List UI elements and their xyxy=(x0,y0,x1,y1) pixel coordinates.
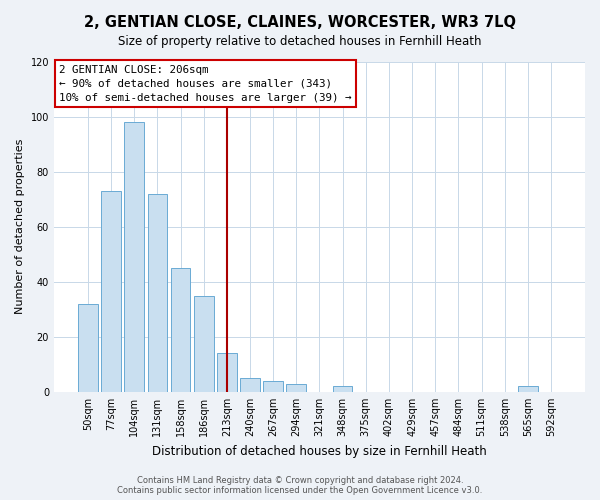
Bar xyxy=(170,268,190,392)
Bar xyxy=(217,354,236,392)
Bar xyxy=(518,386,538,392)
Bar xyxy=(240,378,260,392)
Bar xyxy=(101,191,121,392)
Bar xyxy=(263,381,283,392)
Text: Size of property relative to detached houses in Fernhill Heath: Size of property relative to detached ho… xyxy=(118,35,482,48)
X-axis label: Distribution of detached houses by size in Fernhill Heath: Distribution of detached houses by size … xyxy=(152,444,487,458)
Bar xyxy=(333,386,352,392)
Bar xyxy=(286,384,306,392)
Text: Contains HM Land Registry data © Crown copyright and database right 2024.
Contai: Contains HM Land Registry data © Crown c… xyxy=(118,476,482,495)
Y-axis label: Number of detached properties: Number of detached properties xyxy=(15,139,25,314)
Text: 2 GENTIAN CLOSE: 206sqm
← 90% of detached houses are smaller (343)
10% of semi-d: 2 GENTIAN CLOSE: 206sqm ← 90% of detache… xyxy=(59,65,352,103)
Bar xyxy=(124,122,144,392)
Bar xyxy=(78,304,98,392)
Bar xyxy=(148,194,167,392)
Bar xyxy=(194,296,214,392)
Text: 2, GENTIAN CLOSE, CLAINES, WORCESTER, WR3 7LQ: 2, GENTIAN CLOSE, CLAINES, WORCESTER, WR… xyxy=(84,15,516,30)
